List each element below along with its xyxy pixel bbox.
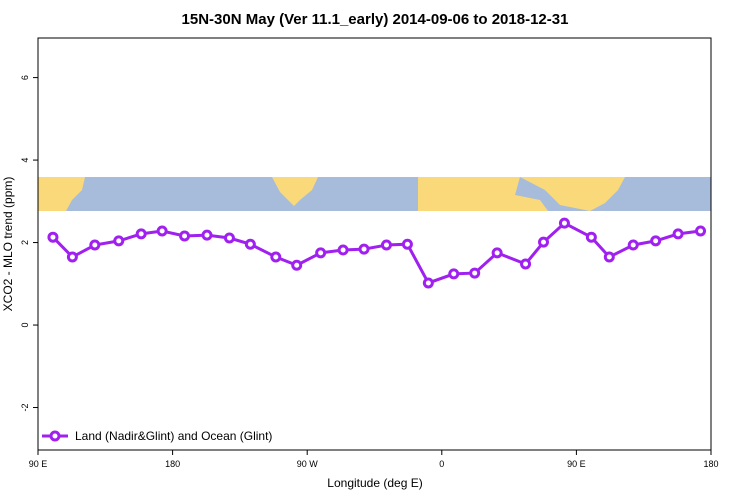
x-tick-label: 90 E xyxy=(567,459,586,469)
point xyxy=(156,225,168,237)
point xyxy=(201,229,213,241)
point xyxy=(695,225,707,237)
point xyxy=(603,251,615,263)
x-tick-label: 90 W xyxy=(297,459,319,469)
y-tick-label: 2 xyxy=(20,240,30,245)
point xyxy=(627,239,639,251)
point xyxy=(223,232,235,244)
point xyxy=(520,258,532,270)
point xyxy=(291,259,303,271)
y-tick-label: 6 xyxy=(20,75,30,80)
point xyxy=(537,236,549,248)
point xyxy=(135,228,147,240)
point xyxy=(47,231,59,243)
x-tick-label: 90 E xyxy=(29,459,48,469)
point xyxy=(650,235,662,247)
point xyxy=(422,277,434,289)
point xyxy=(401,238,413,250)
map-strip xyxy=(38,177,711,211)
x-tick-label: 180 xyxy=(165,459,180,469)
x-tick-label: 0 xyxy=(439,459,444,469)
x-tick-label: 180 xyxy=(703,459,718,469)
chart-title: 15N-30N May (Ver 11.1_early) 2014-09-06 … xyxy=(182,11,569,28)
point xyxy=(380,239,392,251)
point xyxy=(558,217,570,229)
point xyxy=(315,247,327,259)
legend-label: Land (Nadir&Glint) and Ocean (Glint) xyxy=(75,429,272,443)
point xyxy=(89,239,101,251)
point xyxy=(270,251,282,263)
point xyxy=(358,243,370,255)
y-tick-label: 0 xyxy=(20,323,30,328)
point xyxy=(113,235,125,247)
y-tick-label: -2 xyxy=(20,404,30,412)
point xyxy=(337,244,349,256)
point xyxy=(491,247,503,259)
point xyxy=(66,251,78,263)
x-axis-label: Longitude (deg E) xyxy=(327,476,422,490)
plot-frame xyxy=(37,37,712,451)
point xyxy=(179,230,191,242)
point xyxy=(672,228,684,240)
y-tick-label: 4 xyxy=(20,158,30,163)
point xyxy=(448,268,460,280)
point xyxy=(244,238,256,250)
point xyxy=(469,267,481,279)
point xyxy=(585,231,597,243)
y-axis-label: XCO2 - MLO trend (ppm) xyxy=(1,177,15,312)
series-line xyxy=(51,221,701,285)
legend-marker xyxy=(49,430,61,442)
